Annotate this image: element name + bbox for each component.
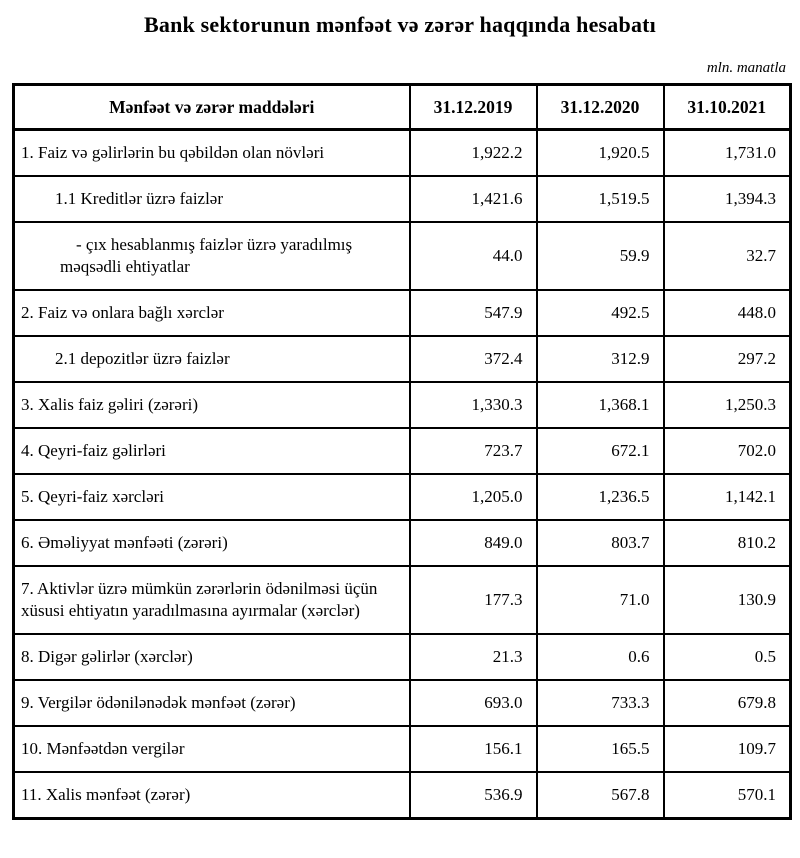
row-label: 1.1 Kreditlər üzrə faizlər xyxy=(12,175,411,223)
row-value-2019: 547.9 xyxy=(408,289,538,337)
row-label: 7. Aktivlər üzrə mümkün zərərlərin ödəni… xyxy=(12,565,411,635)
row-value-2021: 1,394.3 xyxy=(662,175,792,223)
row-value-2020: 71.0 xyxy=(535,565,665,635)
table-row: - çıx hesablanmış faizlər üzrə yaradılmı… xyxy=(12,221,792,291)
table-row: 9. Vergilər ödənilənədək mənfəət (zərər)… xyxy=(12,679,792,727)
row-label: 3. Xalis faiz gəliri (zərəri) xyxy=(12,381,411,429)
table-row: 2. Faiz və onlara bağlı xərclər 547.9 492.… xyxy=(12,289,792,337)
row-value-2019: 177.3 xyxy=(408,565,538,635)
row-value-2019: 44.0 xyxy=(408,221,538,291)
row-value-2020: 0.6 xyxy=(535,633,665,681)
row-value-2021: 810.2 xyxy=(662,519,792,567)
row-value-2021: 32.7 xyxy=(662,221,792,291)
row-value-2020: 312.9 xyxy=(535,335,665,383)
row-value-2020: 672.1 xyxy=(535,427,665,475)
row-value-2020: 492.5 xyxy=(535,289,665,337)
row-label: - çıx hesablanmış faizlər üzrə yaradılmı… xyxy=(12,221,411,291)
row-value-2019: 156.1 xyxy=(408,725,538,773)
row-value-2019: 1,922.2 xyxy=(408,128,538,177)
page-title: Bank sektorunun mənfəət və zərər haqqınd… xyxy=(144,12,656,37)
row-value-2020: 1,920.5 xyxy=(535,128,665,177)
row-value-2021: 130.9 xyxy=(662,565,792,635)
row-value-2019: 693.0 xyxy=(408,679,538,727)
row-label: 10. Mənfəətdən vergilər xyxy=(12,725,411,773)
row-label: 4. Qeyri-faiz gəlirləri xyxy=(12,427,411,475)
row-value-2021: 1,250.3 xyxy=(662,381,792,429)
row-value-2020: 59.9 xyxy=(535,221,665,291)
row-value-2021: 448.0 xyxy=(662,289,792,337)
table-row: 7. Aktivlər üzrə mümkün zərərlərin ödəni… xyxy=(12,565,792,635)
table-row: 4. Qeyri-faiz gəlirləri 723.7 672.1 702.0 xyxy=(12,427,792,475)
profit-loss-table: Mənfəət və zərər maddələri 31.12.2019 31… xyxy=(12,83,792,820)
table-row: 11. Xalis mənfəət (zərər) 536.9 567.8 570.1 xyxy=(12,771,792,820)
row-label: 8. Digər gəlirlər (xərclər) xyxy=(12,633,411,681)
row-value-2021: 679.8 xyxy=(662,679,792,727)
row-label: 2. Faiz və onlara bağlı xərclər xyxy=(12,289,411,337)
row-value-2021: 109.7 xyxy=(662,725,792,773)
row-value-2019: 1,421.6 xyxy=(408,175,538,223)
header-label-column: Mənfəət və zərər maddələri xyxy=(12,83,411,131)
table-row: 8. Digər gəlirlər (xərclər) 21.3 0.6 0.5 xyxy=(12,633,792,681)
table-row: 10. Mənfəətdən vergilər 156.1 165.5 109.7 xyxy=(12,725,792,773)
row-value-2019: 1,205.0 xyxy=(408,473,538,521)
row-value-2019: 723.7 xyxy=(408,427,538,475)
row-label: 11. Xalis mənfəət (zərər) xyxy=(12,771,411,820)
table-header: Mənfəət və zərər maddələri 31.12.2019 31… xyxy=(12,83,792,131)
row-label: 2.1 depozitlər üzrə faizlər xyxy=(12,335,411,383)
row-value-2020: 165.5 xyxy=(535,725,665,773)
row-value-2020: 1,368.1 xyxy=(535,381,665,429)
table-row: 6. Əməliyyat mənfəəti (zərəri) 849.0 803.7… xyxy=(12,519,792,567)
row-value-2021: 570.1 xyxy=(662,771,792,820)
row-value-2019: 372.4 xyxy=(408,335,538,383)
row-value-2020: 733.3 xyxy=(535,679,665,727)
row-value-2020: 1,519.5 xyxy=(535,175,665,223)
row-value-2019: 1,330.3 xyxy=(408,381,538,429)
row-value-2020: 567.8 xyxy=(535,771,665,820)
table-row: 1.1 Kreditlər üzrə faizlər 1,421.6 1,519.5… xyxy=(12,175,792,223)
row-value-2021: 297.2 xyxy=(662,335,792,383)
row-value-2020: 1,236.5 xyxy=(535,473,665,521)
header-date-column-2021: 31.10.2021 xyxy=(662,83,792,131)
row-value-2019: 849.0 xyxy=(408,519,538,567)
row-label: 9. Vergilər ödənilənədək mənfəət (zərər) xyxy=(12,679,411,727)
unit-note: mln. manatla xyxy=(706,60,786,76)
table-body: 1. Faiz və gəlirlərin bu qəbildən olan n… xyxy=(12,128,792,820)
row-value-2020: 803.7 xyxy=(535,519,665,567)
table-row: 5. Qeyri-faiz xərcləri 1,205.0 1,236.5 1,14… xyxy=(12,473,792,521)
table-row: 1. Faiz və gəlirlərin bu qəbildən olan n… xyxy=(12,128,792,177)
row-label: 5. Qeyri-faiz xərcləri xyxy=(12,473,411,521)
row-value-2021: 702.0 xyxy=(662,427,792,475)
row-value-2019: 21.3 xyxy=(408,633,538,681)
row-label: 6. Əməliyyat mənfəəti (zərəri) xyxy=(12,519,411,567)
row-value-2019: 536.9 xyxy=(408,771,538,820)
row-value-2021: 1,731.0 xyxy=(662,128,792,177)
row-label: 1. Faiz və gəlirlərin bu qəbildən olan n… xyxy=(12,128,411,177)
table-header-row: Mənfəət və zərər maddələri 31.12.2019 31… xyxy=(12,83,792,131)
table-row: 3. Xalis faiz gəliri (zərəri) 1,330.3 1,36… xyxy=(12,381,792,429)
header-date-column-2019: 31.12.2019 xyxy=(408,83,538,131)
table-row: 2.1 depozitlər üzrə faizlər 372.4 312.9 297… xyxy=(12,335,792,383)
row-value-2021: 0.5 xyxy=(662,633,792,681)
row-value-2021: 1,142.1 xyxy=(662,473,792,521)
header-date-column-2020: 31.12.2020 xyxy=(535,83,665,131)
